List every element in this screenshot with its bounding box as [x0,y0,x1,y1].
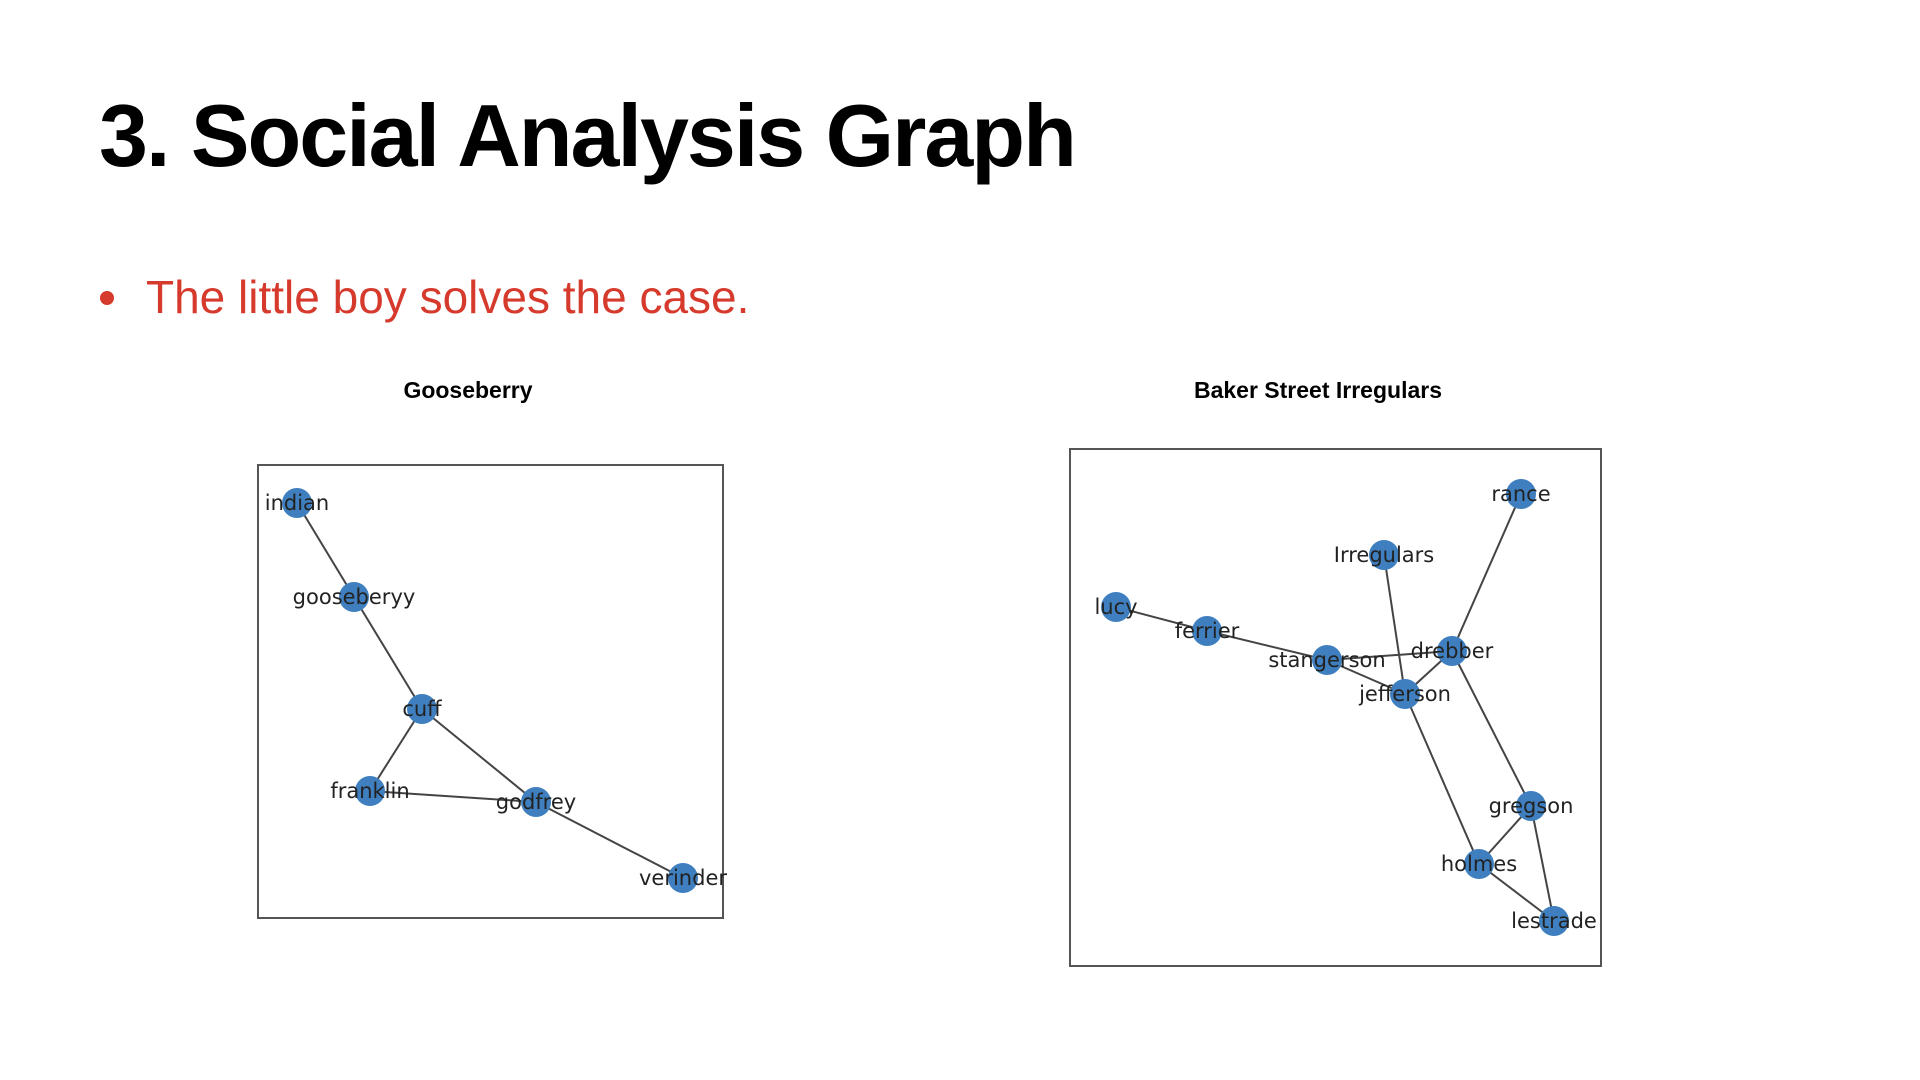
edge-jefferson-holmes [1404,693,1480,865]
bullet-text: The little boy solves the case. [146,271,750,323]
edge-cuff-franklin [369,708,423,792]
node-label-irregulars: Irregulars [1334,543,1434,567]
node-label-gooseberyy: gooseberyy [293,585,416,609]
edge-ferrier-stangerson [1206,630,1328,661]
edge-gregson-lestrade [1530,805,1555,922]
graph-baker-street-irregulars: rance Irregulars lucy ferrier stangerson dreb… [1069,448,1602,967]
edge-rance-drebber [1451,493,1522,652]
edge-gooseberyy-cuff [353,596,423,710]
node-cuff [407,694,437,724]
node-label-ferrier: ferrier [1175,619,1240,643]
node-irregulars [1369,540,1399,570]
slide-title: 3. Social Analysis Graph [99,86,1077,185]
edge-lucy-ferrier [1115,606,1208,632]
node-ferrier [1192,616,1222,646]
bullet-item: The little boy solves the case. [100,270,749,325]
edge-cuff-godfrey [421,708,537,803]
node-franklin [355,776,385,806]
node-label-drebber: drebber [1411,639,1494,663]
node-godfrey [521,787,551,817]
edge-franklin-godfrey [369,790,537,803]
graph-frame [1069,448,1602,967]
graph-frame [257,464,724,919]
node-label-franklin: franklin [330,779,409,803]
node-label-godfrey: godfrey [496,790,576,814]
node-gooseberyy [339,582,369,612]
node-indian [282,488,312,518]
node-label-rance: rance [1491,482,1550,506]
node-label-stangerson: stangerson [1268,648,1385,672]
node-label-lucy: lucy [1094,595,1137,619]
edge-drebber-gregson [1451,650,1532,807]
edge-irregulars-jefferson [1383,554,1406,695]
edge-godfrey-verinder [535,801,684,879]
node-verinder [668,863,698,893]
node-holmes [1464,849,1494,879]
node-lucy [1101,592,1131,622]
node-label-lestrade: lestrade [1511,909,1597,933]
graph-gooseberry: indian gooseberyy cuff franklin godfrey verin… [257,464,727,919]
node-label-gregson: gregson [1489,794,1574,818]
node-rance [1506,479,1536,509]
edge-stangerson-drebber [1326,650,1453,661]
node-stangerson [1312,645,1342,675]
graph-title-gooseberry: Gooseberry [403,377,532,403]
graph-title-baker-street: Baker Street Irregulars [1194,377,1442,403]
edge-indian-gooseberyy [296,502,355,598]
edge-holmes-lestrade [1478,863,1555,922]
node-lestrade [1539,906,1569,936]
node-gregson [1516,791,1546,821]
node-label-verinder: verinder [639,866,727,890]
node-label-cuff: cuff [402,697,442,721]
node-label-holmes: holmes [1441,852,1517,876]
node-label-jefferson: jefferson [1358,682,1451,706]
node-label-indian: indian [265,491,330,515]
bullet-dot-icon [100,290,114,305]
node-drebber [1437,636,1467,666]
node-jefferson [1390,679,1420,709]
